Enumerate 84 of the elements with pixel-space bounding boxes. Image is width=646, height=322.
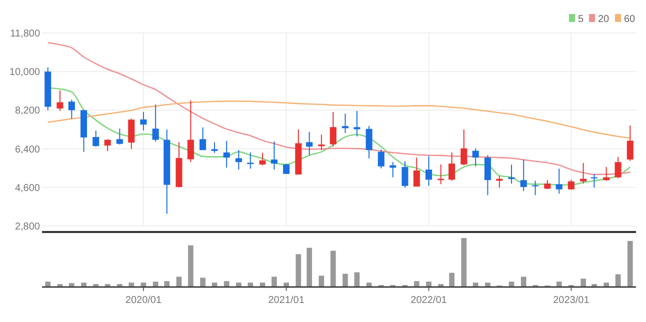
- bar: [81, 282, 86, 287]
- candlestick: [270, 141, 278, 170]
- y-tick-label: 2,800: [14, 222, 40, 232]
- x-tick-label: 2020/01: [125, 295, 162, 306]
- candlestick: [366, 126, 372, 159]
- bar: [485, 282, 490, 287]
- y-tick-label: 10,000: [9, 67, 40, 78]
- candlestick: [128, 118, 135, 150]
- y-tick-label: 8,200: [14, 106, 40, 117]
- bar: [176, 276, 182, 287]
- bar: [604, 282, 610, 287]
- candlestick: [402, 160, 408, 188]
- bar: [272, 276, 277, 287]
- candlestick: [508, 164, 515, 184]
- legend-label: 60: [624, 14, 636, 25]
- y-tick-label: 4,600: [14, 182, 40, 194]
- candlestick: [211, 142, 218, 154]
- candlestick: [330, 111, 336, 148]
- bar: [236, 282, 242, 287]
- line-series: [47, 100, 631, 139]
- bar: [68, 283, 74, 287]
- candlestick: [259, 152, 266, 166]
- bar: [164, 281, 170, 287]
- y-tick-label: 11,800: [10, 28, 40, 40]
- candlestick: [92, 130, 100, 148]
- bar: [627, 240, 633, 287]
- x-tick-label: 2022/01: [410, 295, 448, 306]
- candlestick: [614, 156, 622, 179]
- bar: [426, 282, 432, 287]
- candlestick: [568, 179, 574, 190]
- bar: [318, 276, 324, 287]
- candlestick: [448, 152, 456, 182]
- candlestick: [104, 138, 111, 152]
- candlestick: [520, 159, 527, 192]
- bar: [414, 281, 420, 287]
- bar: [580, 278, 586, 287]
- candlestick: [626, 124, 634, 162]
- legend-label: 5: [578, 14, 584, 25]
- x-tick-label: 2023/01: [553, 295, 590, 306]
- bar: [224, 281, 230, 287]
- candlestick: [200, 126, 206, 151]
- candlestick: [342, 113, 349, 134]
- bar: [248, 282, 254, 287]
- x-tick-label: 2021/01: [268, 295, 305, 306]
- candlestick: [306, 131, 313, 156]
- bar: [296, 254, 302, 287]
- candlestick: [56, 90, 64, 112]
- candlestick: [283, 163, 290, 174]
- candlestick: [496, 175, 503, 188]
- bar: [520, 276, 526, 287]
- bar: [45, 282, 51, 287]
- candlestick: [580, 162, 587, 184]
- candlestick: [590, 173, 598, 188]
- bar: [461, 238, 467, 287]
- candlestick: [223, 140, 230, 168]
- candlestick: [187, 100, 194, 163]
- candlestick: [140, 111, 147, 131]
- candlestick: [116, 128, 123, 146]
- bar: [200, 278, 206, 287]
- candlestick: [484, 154, 491, 196]
- candlestick: [413, 157, 420, 188]
- candlestick: [556, 168, 562, 194]
- candlestick: [152, 104, 159, 142]
- legend-label: 20: [598, 14, 610, 25]
- bar: [556, 282, 562, 287]
- candlestick: [68, 99, 75, 120]
- bar: [284, 282, 289, 287]
- bar: [342, 274, 348, 287]
- candlestick: [472, 148, 479, 167]
- candlestick: [544, 180, 551, 190]
- bar: [128, 282, 134, 287]
- bar: [306, 248, 312, 287]
- bar: [449, 272, 454, 287]
- bar: [472, 282, 478, 287]
- candlestick: [235, 150, 242, 170]
- candlestick: [460, 129, 468, 166]
- candlestick: [354, 110, 360, 137]
- bar: [188, 245, 194, 287]
- candlestick: [378, 148, 384, 169]
- y-tick-label: 6,400: [14, 144, 40, 156]
- candlestick: [532, 180, 539, 196]
- bar: [330, 250, 336, 287]
- candlestick: [425, 156, 432, 186]
- candlestick: [247, 152, 254, 170]
